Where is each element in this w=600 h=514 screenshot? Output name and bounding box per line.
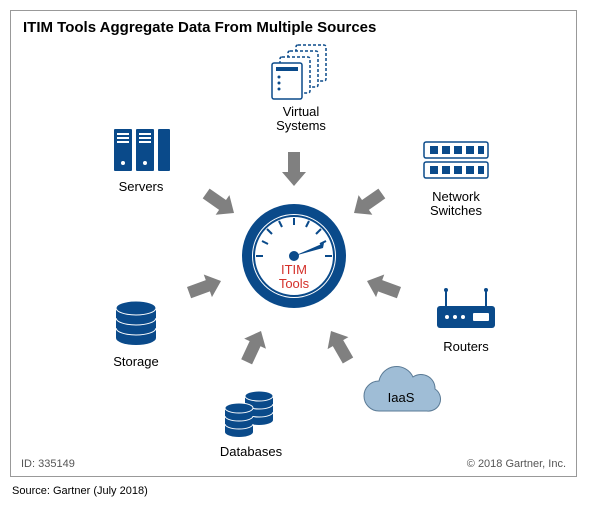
routers-icon	[431, 286, 501, 336]
node-servers: Servers	[101, 121, 181, 194]
network-switches-icon	[416, 136, 496, 186]
node-label: Storage	[96, 355, 176, 369]
node-label: Virtual Systems	[261, 105, 341, 134]
node-label: Servers	[101, 180, 181, 194]
storage-icon	[109, 296, 164, 351]
cloud-icon: IaaS	[354, 366, 449, 426]
center-label-line1: ITIM	[281, 262, 307, 277]
node-storage: Storage	[96, 296, 176, 369]
center-label-line2: Tools	[279, 276, 309, 291]
center-gauge: ITIM Tools	[239, 201, 349, 311]
node-iaas: IaaS	[351, 366, 451, 426]
node-databases: Databases	[206, 386, 296, 459]
virtual-systems-icon	[266, 41, 336, 101]
gauge-icon	[239, 201, 349, 311]
node-routers: Routers	[426, 286, 506, 354]
diagram-frame: ITIM Tools Aggregate Data From Multiple …	[10, 10, 577, 477]
footer-copyright: © 2018 Gartner, Inc.	[467, 458, 566, 470]
servers-icon	[106, 121, 176, 176]
databases-icon	[221, 386, 281, 441]
node-label: Network Switches	[411, 190, 501, 219]
source-line: Source: Gartner (July 2018)	[12, 485, 590, 497]
diagram-title: ITIM Tools Aggregate Data From Multiple …	[11, 11, 388, 42]
center-label: ITIM Tools	[239, 263, 349, 292]
node-virtual-systems: Virtual Systems	[261, 41, 341, 134]
footer-id: ID: 335149	[21, 458, 75, 470]
svg-text:IaaS: IaaS	[387, 390, 414, 405]
diagram-canvas: ITIM Tools Virtual Systems	[11, 41, 576, 451]
node-network-switches: Network Switches	[411, 136, 501, 219]
node-label: Databases	[206, 445, 296, 459]
node-label: Routers	[426, 340, 506, 354]
